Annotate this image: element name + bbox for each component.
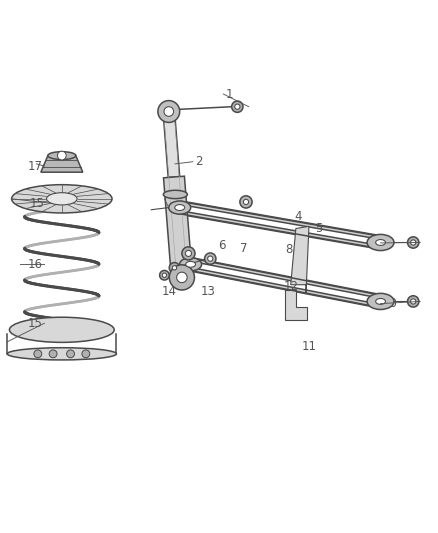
Circle shape	[240, 196, 252, 208]
Circle shape	[164, 107, 173, 116]
Polygon shape	[163, 111, 180, 177]
Circle shape	[205, 253, 216, 264]
Text: 16: 16	[27, 258, 42, 271]
Ellipse shape	[10, 317, 114, 342]
Circle shape	[407, 296, 419, 307]
Circle shape	[169, 263, 180, 273]
Ellipse shape	[163, 190, 187, 199]
Ellipse shape	[180, 258, 201, 271]
Text: 17: 17	[27, 159, 42, 173]
Circle shape	[82, 350, 90, 358]
Ellipse shape	[7, 348, 117, 360]
Text: 3: 3	[166, 192, 174, 205]
Polygon shape	[163, 176, 192, 278]
Text: 11: 11	[302, 340, 317, 353]
Text: 2: 2	[195, 155, 202, 168]
Circle shape	[158, 101, 180, 123]
Ellipse shape	[46, 193, 77, 205]
Text: 7: 7	[240, 241, 247, 255]
Text: 6: 6	[218, 239, 225, 253]
Text: 5: 5	[315, 222, 322, 235]
Polygon shape	[291, 227, 309, 294]
Circle shape	[410, 240, 416, 245]
Circle shape	[177, 272, 187, 282]
Text: 14: 14	[161, 285, 177, 298]
Ellipse shape	[376, 298, 385, 304]
Circle shape	[67, 350, 74, 358]
Ellipse shape	[186, 261, 195, 267]
Text: 10: 10	[383, 297, 398, 310]
Polygon shape	[189, 268, 380, 308]
Ellipse shape	[169, 201, 191, 214]
Circle shape	[235, 104, 240, 109]
Polygon shape	[41, 156, 83, 172]
Ellipse shape	[367, 293, 394, 310]
Circle shape	[244, 199, 249, 205]
Polygon shape	[180, 201, 381, 239]
Ellipse shape	[175, 205, 185, 211]
Circle shape	[49, 350, 57, 358]
Polygon shape	[179, 211, 380, 249]
Text: 13: 13	[201, 285, 215, 298]
Circle shape	[162, 273, 166, 277]
Ellipse shape	[376, 239, 385, 245]
Circle shape	[232, 101, 243, 112]
Circle shape	[407, 237, 419, 248]
Circle shape	[185, 251, 191, 256]
Ellipse shape	[367, 235, 394, 251]
Circle shape	[159, 270, 169, 280]
Text: 12: 12	[284, 280, 299, 293]
Text: 9: 9	[383, 237, 390, 249]
Text: 15: 15	[29, 197, 44, 209]
Text: 15: 15	[27, 317, 42, 330]
Circle shape	[34, 350, 42, 358]
Text: 1: 1	[226, 88, 233, 101]
Text: 4: 4	[294, 210, 302, 223]
Text: 8: 8	[286, 244, 293, 256]
Circle shape	[410, 299, 416, 304]
Ellipse shape	[12, 184, 112, 213]
Circle shape	[172, 265, 177, 270]
Circle shape	[57, 151, 66, 160]
Polygon shape	[191, 258, 382, 298]
Circle shape	[208, 256, 213, 261]
Ellipse shape	[48, 152, 76, 159]
Circle shape	[170, 265, 194, 290]
Circle shape	[182, 247, 195, 260]
Polygon shape	[285, 290, 307, 320]
